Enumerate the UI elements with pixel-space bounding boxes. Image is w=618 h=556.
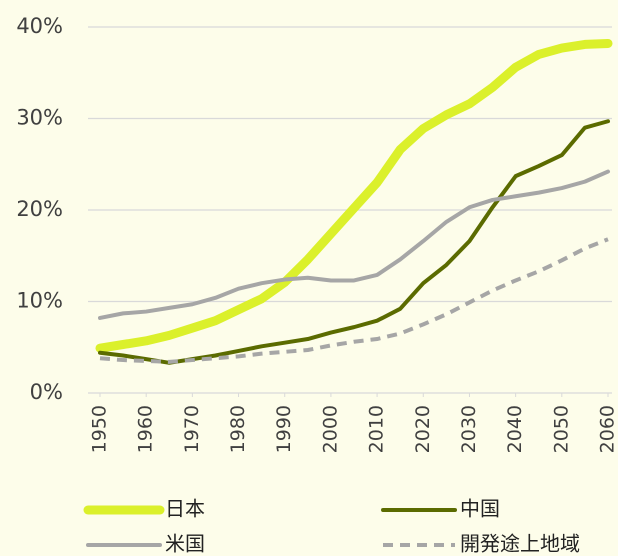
y-tick-label: 40%	[16, 14, 63, 38]
x-tick-label: 1980	[227, 405, 249, 453]
y-tick-label: 20%	[16, 197, 63, 221]
line-series	[99, 237, 609, 364]
x-tick-label: 2000	[319, 405, 341, 453]
legend-label: 中国	[460, 497, 500, 521]
x-tick-label: 2020	[412, 405, 434, 453]
y-tick-label: 30%	[16, 106, 63, 130]
legend-label: 日本	[165, 497, 205, 521]
x-tick-label: 2040	[504, 405, 526, 453]
x-tick-label: 2030	[458, 405, 480, 453]
legend-label: 開発途上地域	[460, 532, 580, 556]
x-tick-label: 1960	[135, 405, 157, 453]
x-tick-label: 1970	[181, 405, 203, 453]
x-tick-label: 2050	[550, 405, 572, 453]
legend-label: 米国	[165, 532, 205, 556]
y-tick-label: 10%	[16, 289, 63, 313]
y-tick-label: 0%	[30, 380, 63, 404]
line-series	[98, 169, 610, 320]
x-tick-label: 2010	[366, 405, 388, 453]
line-series	[98, 119, 610, 365]
x-tick-label: 1990	[273, 405, 295, 453]
x-tick-label: 2060	[597, 405, 618, 453]
x-tick-label: 1950	[89, 405, 111, 453]
line-series	[95, 38, 613, 353]
